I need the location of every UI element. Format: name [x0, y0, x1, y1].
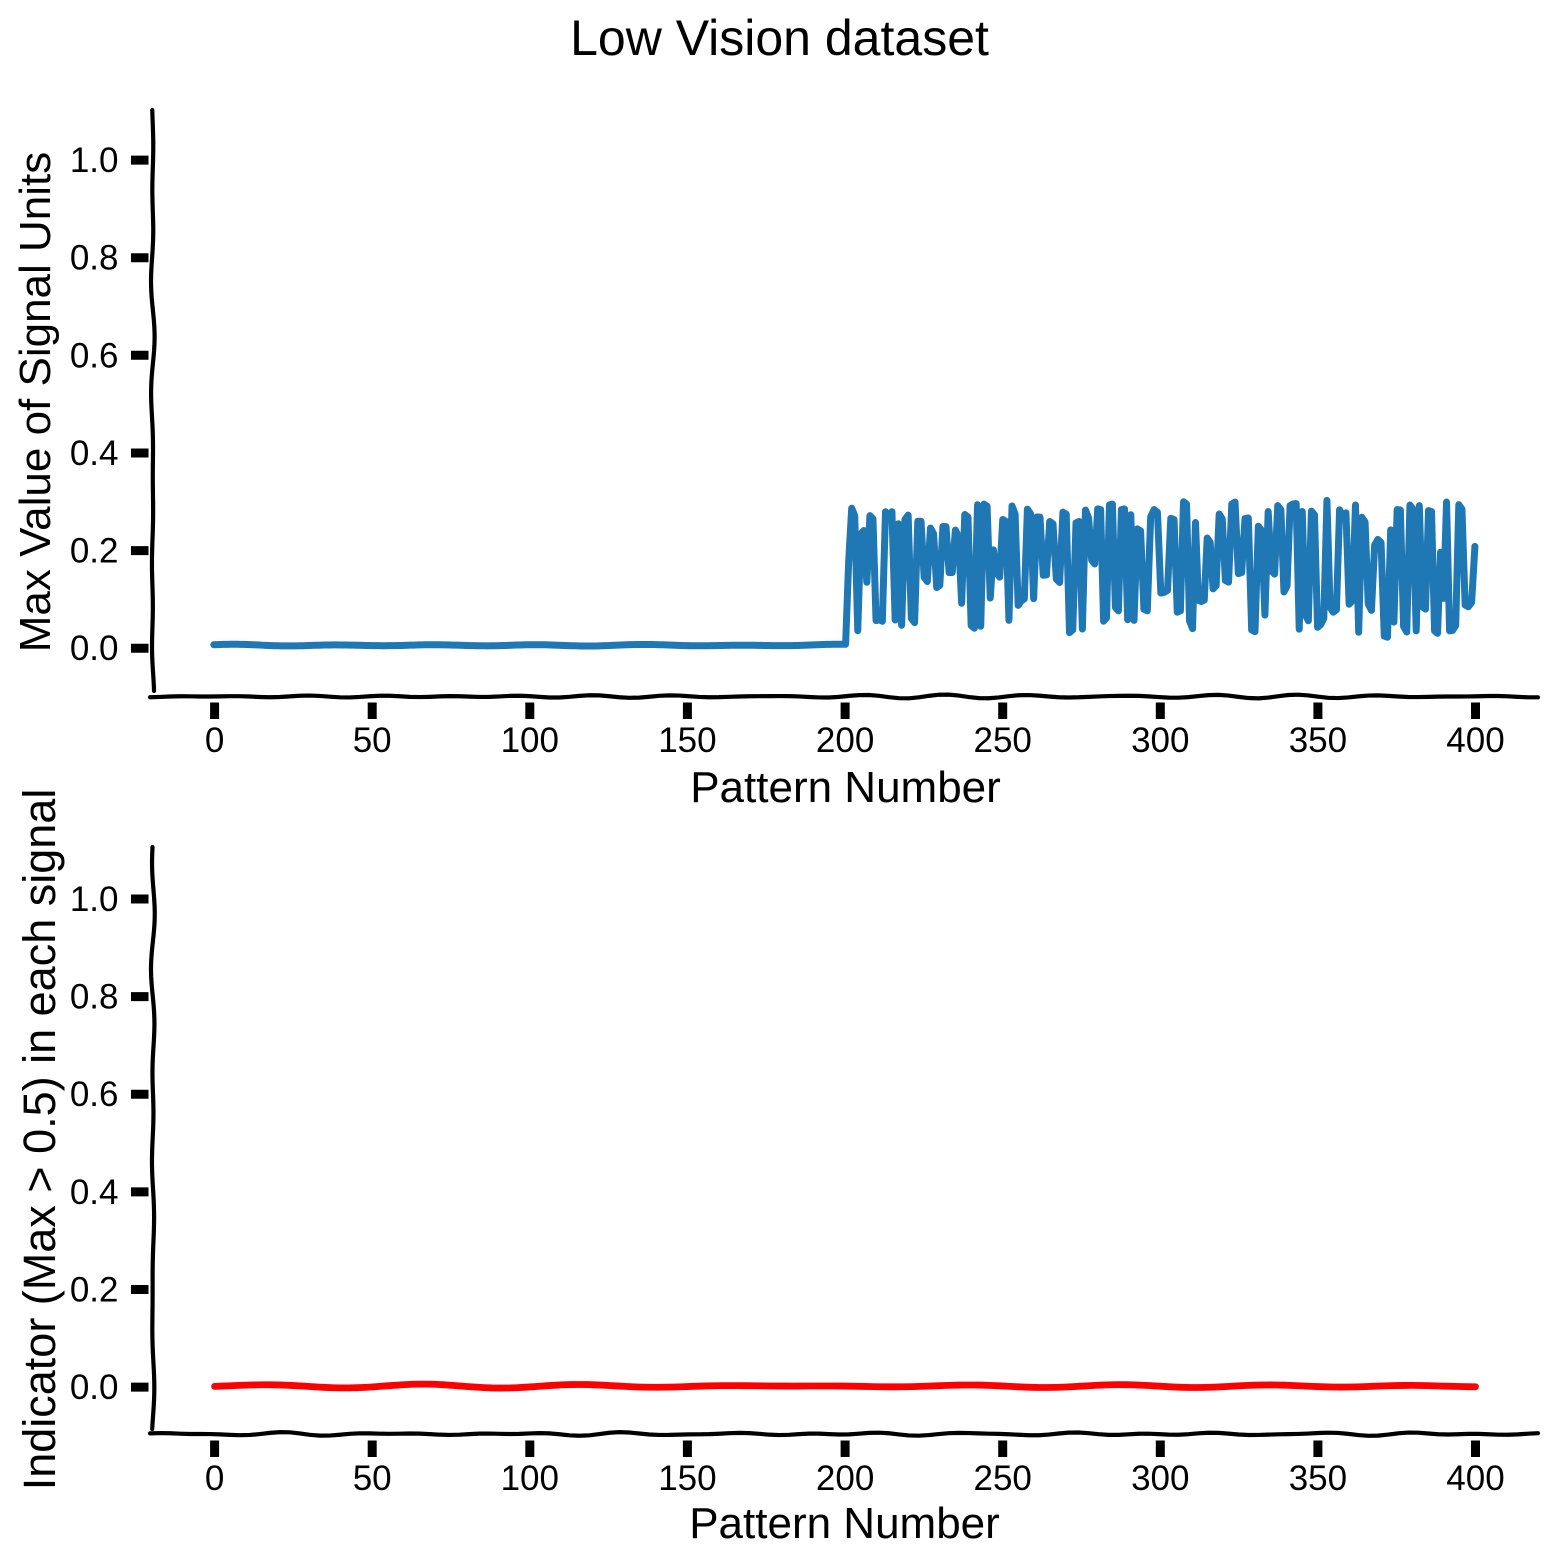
svg-text:0: 0	[205, 721, 224, 760]
svg-text:Pattern Number: Pattern Number	[689, 1499, 1000, 1548]
svg-text:0.8: 0.8	[70, 978, 119, 1017]
svg-text:300: 300	[1131, 721, 1189, 760]
svg-text:400: 400	[1446, 721, 1504, 760]
svg-text:0.2: 0.2	[70, 532, 119, 571]
svg-text:0.0: 0.0	[70, 629, 119, 668]
svg-text:0.4: 0.4	[70, 434, 119, 473]
svg-text:0.6: 0.6	[70, 336, 119, 375]
svg-text:400: 400	[1446, 1459, 1504, 1498]
svg-text:1.0: 1.0	[70, 880, 119, 919]
svg-text:Max Value of Signal Units: Max Value of Signal Units	[11, 152, 60, 653]
svg-text:0.2: 0.2	[70, 1271, 119, 1310]
svg-text:Indicator (Max > 0.5) in each: Indicator (Max > 0.5) in each signal	[14, 789, 65, 1491]
svg-text:100: 100	[501, 721, 559, 760]
svg-text:100: 100	[501, 1459, 559, 1498]
svg-text:150: 150	[658, 721, 716, 760]
svg-text:250: 250	[973, 721, 1031, 760]
svg-text:350: 350	[1289, 721, 1347, 760]
svg-text:1.0: 1.0	[70, 141, 119, 180]
svg-text:300: 300	[1131, 1459, 1189, 1498]
svg-text:150: 150	[658, 1459, 716, 1498]
svg-text:200: 200	[816, 721, 874, 760]
svg-text:200: 200	[816, 1459, 874, 1498]
svg-text:350: 350	[1289, 1459, 1347, 1498]
svg-text:Pattern Number: Pattern Number	[690, 763, 1001, 812]
svg-text:250: 250	[973, 1459, 1031, 1498]
svg-text:50: 50	[353, 721, 392, 760]
svg-text:Low Vision dataset: Low Vision dataset	[570, 10, 989, 66]
svg-text:0.0: 0.0	[70, 1368, 119, 1407]
svg-text:50: 50	[353, 1459, 392, 1498]
svg-text:0: 0	[205, 1459, 224, 1498]
svg-text:0.4: 0.4	[70, 1173, 119, 1212]
svg-text:0.6: 0.6	[70, 1075, 119, 1114]
svg-text:0.8: 0.8	[70, 239, 119, 278]
